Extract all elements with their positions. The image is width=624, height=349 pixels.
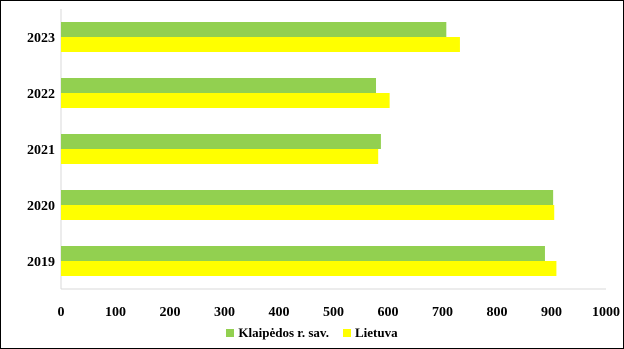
bar-2020-series-2 <box>61 205 555 220</box>
y-tick-label-2019: 2019 <box>27 255 55 270</box>
x-tick-label-700: 700 <box>432 305 453 320</box>
y-tick-label-2022: 2022 <box>27 87 55 102</box>
legend-item-series-2: Lietuva <box>342 325 398 341</box>
y-tick-label-2023: 2023 <box>27 31 55 46</box>
bar-2023-series-1 <box>61 22 447 37</box>
x-tick-label-400: 400 <box>269 305 290 320</box>
x-tick-label-200: 200 <box>160 305 181 320</box>
bar-2019-series-2 <box>61 261 557 276</box>
bar-2023-series-2 <box>61 37 460 52</box>
legend-label-series-1: Klaipėdos r. sav. <box>238 325 329 340</box>
y-tick-label-2021: 2021 <box>27 143 55 158</box>
bar-2021-series-2 <box>61 149 379 164</box>
x-tick-label-900: 900 <box>541 305 562 320</box>
legend-swatch-series-1 <box>226 329 235 337</box>
x-tick-label-1000: 1000 <box>592 305 620 320</box>
legend-label-series-2: Lietuva <box>354 325 398 340</box>
bar-2022-series-2 <box>61 93 390 108</box>
y-tick-label-2020: 2020 <box>27 199 55 214</box>
legend-item-series-1: Klaipėdos r. sav. <box>226 325 329 341</box>
legend-swatch-series-2 <box>342 329 351 337</box>
x-tick-label-0: 0 <box>58 305 65 320</box>
x-tick-label-800: 800 <box>487 305 508 320</box>
bar-2019-series-1 <box>61 246 545 261</box>
x-tick-label-500: 500 <box>323 305 344 320</box>
bar-2022-series-1 <box>61 78 377 93</box>
x-tick-label-100: 100 <box>105 305 126 320</box>
x-tick-label-300: 300 <box>214 305 235 320</box>
legend: Klaipėdos r. sav. Lietuva <box>0 323 624 343</box>
x-tick-label-600: 600 <box>378 305 399 320</box>
bar-2021-series-1 <box>61 134 381 149</box>
bar-2020-series-1 <box>61 190 554 205</box>
